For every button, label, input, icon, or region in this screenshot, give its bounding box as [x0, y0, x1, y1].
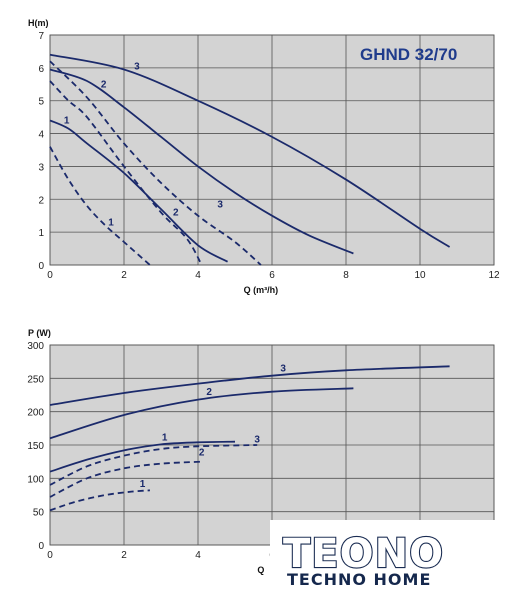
power-series-dashed-1 [49, 489, 150, 512]
head-series-dashed-1 [49, 146, 151, 266]
head-x-tick-label: 6 [269, 270, 275, 281]
power-y-tick-label: 200 [27, 408, 44, 419]
head-x-tick-label: 0 [47, 270, 53, 281]
brand-logo: TEONO TECHNO HOME [270, 520, 524, 590]
power-series-label: 2 [199, 448, 205, 459]
head-y-tick-label: 4 [38, 130, 44, 141]
power-series-solid-1 [49, 440, 236, 473]
head-series-label: 3 [134, 62, 140, 73]
power-series-label: 2 [206, 387, 212, 398]
power-series-label: 1 [140, 479, 146, 490]
head-y-tick-label: 3 [38, 162, 44, 173]
chart-title: GHND 32/70 [360, 45, 457, 64]
head-series-solid-3 [49, 53, 451, 248]
power-y-tick-label: 250 [27, 374, 44, 385]
head-series-label: 1 [108, 218, 114, 229]
power-series-label: 1 [162, 432, 168, 443]
power-x-tick-label: 4 [195, 550, 201, 561]
head-x-tick-label: 10 [414, 270, 426, 281]
head-x-tick-label: 12 [488, 270, 500, 281]
logo-main-text: TEONO [283, 531, 444, 577]
head-y-tick-label: 7 [38, 31, 44, 42]
head-y-axis-label: H(m) [28, 18, 49, 28]
power-y-tick-label: 100 [27, 474, 44, 485]
head-x-tick-label: 8 [343, 270, 349, 281]
head-x-axis-label: Q (m³/h) [244, 285, 279, 295]
power-series-dashed-2 [49, 460, 202, 498]
head-y-tick-label: 5 [38, 97, 44, 108]
power-y-tick-label: 0 [38, 541, 44, 552]
head-y-tick-label: 1 [38, 228, 44, 239]
logo-background [270, 520, 524, 590]
head-y-tick-label: 6 [38, 64, 44, 75]
head-series-solid-2 [49, 68, 354, 255]
head-x-tick-label: 2 [121, 270, 127, 281]
head-series-label: 2 [173, 208, 179, 219]
power-x-tick-label: 0 [47, 550, 53, 561]
power-x-tick-label: 2 [121, 550, 127, 561]
head-series-dashed-2 [49, 80, 203, 266]
head-series-dashed-3 [49, 60, 262, 266]
logo-sub-text: TECHNO HOME [287, 570, 431, 589]
power-series-solid-3 [49, 365, 450, 406]
head-x-tick-label: 4 [195, 270, 201, 281]
power-y-axis-label: P (W) [28, 328, 51, 338]
power-x-axis-label: Q [257, 565, 264, 575]
power-series-solid-2 [49, 387, 354, 440]
head-series-label: 2 [101, 80, 107, 91]
power-series-label: 3 [254, 434, 260, 445]
head-y-tick-label: 0 [38, 261, 44, 272]
head-series-solid-1 [49, 119, 229, 263]
power-y-tick-label: 300 [27, 341, 44, 352]
head-series-label: 3 [217, 200, 223, 211]
power-y-tick-label: 150 [27, 441, 44, 452]
head-y-tick-label: 2 [38, 195, 44, 206]
power-y-tick-label: 50 [33, 508, 45, 519]
power-series-label: 3 [280, 364, 286, 375]
head-series-label: 1 [64, 116, 70, 127]
